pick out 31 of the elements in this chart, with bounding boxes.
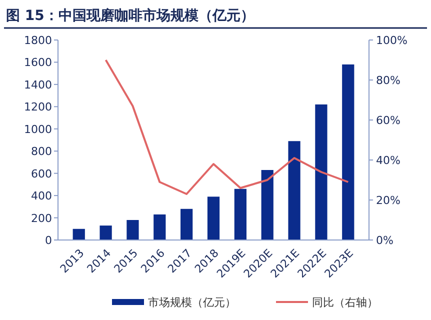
bar: [72, 228, 85, 240]
bar: [315, 104, 328, 240]
y2-tick-label: 80%: [376, 74, 400, 87]
y2-tick-label: 40%: [376, 154, 400, 167]
line-series: [104, 59, 350, 195]
bar: [100, 226, 112, 240]
bar: [342, 64, 354, 240]
y-tick-label: 600: [31, 167, 52, 180]
y-tick-label: 1600: [24, 56, 52, 70]
y-tick-label: 400: [31, 190, 52, 203]
bar: [126, 220, 139, 240]
y2-tick-label: 100%: [376, 34, 408, 47]
y-tick-label: 1200: [24, 100, 52, 114]
bar: [261, 170, 274, 240]
y-tick-label: 800: [31, 145, 52, 158]
y2-tick-label: 60%: [376, 114, 400, 127]
legend-label: 同比（右轴）: [312, 296, 378, 309]
y-tick-label: 1800: [24, 34, 52, 47]
bar: [207, 196, 220, 240]
bar: [234, 188, 246, 240]
bar: [154, 214, 166, 240]
y-tick-label: 200: [31, 212, 52, 225]
y-tick-label: 1000: [24, 122, 52, 136]
bar: [180, 208, 193, 240]
bar: [288, 141, 300, 240]
y-tick-label: 1400: [24, 78, 52, 92]
chart-title: 图 15：中国现磨咖啡市场规模（亿元）: [6, 7, 254, 24]
y-tick-label: 0: [45, 234, 52, 247]
legend-label: 市场规模（亿元）: [148, 296, 236, 309]
y2-tick-label: 0%: [376, 234, 394, 247]
y2-tick-label: 20%: [376, 194, 400, 207]
